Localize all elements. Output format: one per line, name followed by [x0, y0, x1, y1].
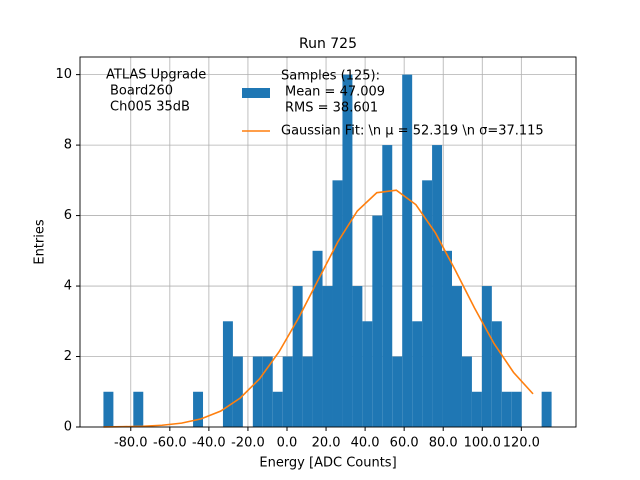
x-tick-label: -20.0	[231, 436, 265, 451]
legend-label: Gaussian Fit: \n μ = 52.319 \n σ=37.115	[281, 124, 544, 139]
bar	[352, 286, 363, 427]
bar	[491, 321, 502, 427]
bar	[481, 286, 492, 427]
bar	[312, 250, 323, 427]
y-tick-label: 8	[64, 138, 72, 153]
legend-label: RMS = 38.601	[285, 101, 378, 116]
bar	[302, 356, 313, 427]
x-tick-label: -60.0	[153, 436, 187, 451]
x-tick-label: 100.0	[464, 436, 501, 451]
x-tick-label: -40.0	[192, 436, 226, 451]
bar	[193, 391, 204, 427]
bar	[392, 356, 403, 427]
legend-label: Samples (125):	[281, 69, 380, 84]
bar	[292, 286, 303, 427]
bar	[232, 356, 243, 427]
y-tick-label: 2	[64, 349, 72, 364]
bar	[412, 321, 423, 427]
bar	[402, 74, 413, 427]
bar	[133, 391, 144, 427]
x-tick-label: -80.0	[114, 436, 148, 451]
y-tick-label: 0	[64, 420, 72, 435]
bar	[282, 356, 293, 427]
bar	[501, 391, 512, 427]
bar	[541, 391, 552, 427]
legend-swatch	[242, 88, 270, 98]
x-tick-label: 60.0	[390, 436, 419, 451]
bar	[362, 321, 373, 427]
y-axis-label: Entries	[33, 219, 48, 265]
bar	[432, 145, 443, 427]
bar	[332, 180, 343, 427]
bar	[461, 356, 472, 427]
x-tick-label: 80.0	[429, 436, 458, 451]
annotation: Ch005 35dB	[110, 100, 190, 115]
bar	[511, 391, 522, 427]
annotation: ATLAS Upgrade	[106, 68, 206, 83]
y-tick-label: 6	[64, 208, 72, 223]
bar	[252, 356, 263, 427]
fit-line	[103, 189, 534, 428]
annotation: Board260	[110, 84, 173, 99]
y-tick-label: 4	[64, 279, 72, 294]
y-tick-label: 10	[55, 67, 72, 82]
bar	[442, 250, 452, 427]
bar	[452, 286, 462, 427]
plot-frame	[79, 56, 577, 428]
bar	[262, 356, 273, 427]
bar	[382, 145, 393, 427]
bar	[422, 180, 433, 427]
bar	[322, 286, 333, 427]
bar	[342, 74, 353, 427]
bar	[372, 215, 383, 427]
x-axis-label: Energy [ADC Counts]	[259, 456, 396, 471]
bar	[471, 391, 482, 427]
bar	[222, 321, 233, 427]
legend-label: Mean = 47.009	[285, 85, 385, 100]
bar	[272, 391, 283, 427]
x-tick-label: 40.0	[351, 436, 380, 451]
bar	[103, 391, 114, 427]
chart-title: Run 725	[299, 36, 357, 52]
x-tick-label: 120.0	[503, 436, 540, 451]
x-tick-label: 0.0	[277, 436, 298, 451]
x-tick-label: 20.0	[312, 436, 341, 451]
